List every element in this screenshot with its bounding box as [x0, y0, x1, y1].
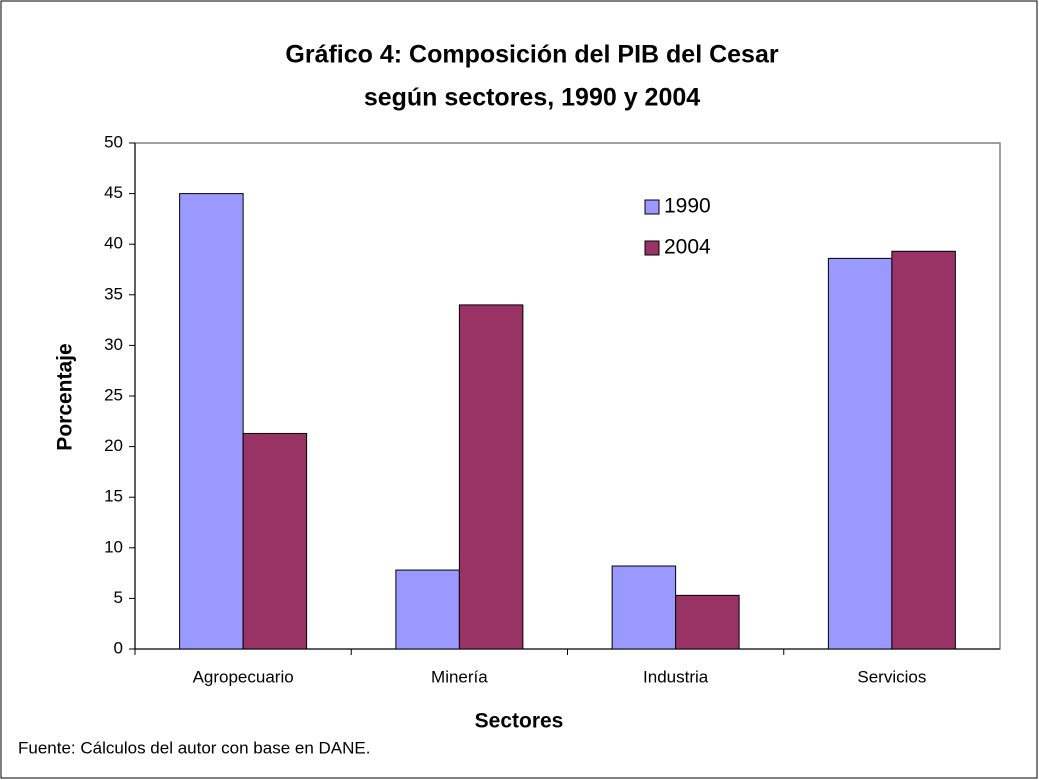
legend-label: 2004 — [664, 236, 711, 259]
x-tick-label: Servicios — [857, 667, 926, 686]
bar — [395, 569, 460, 650]
y-tick-label: 5 — [114, 588, 123, 607]
footnote: Fuente: Cálculos del autor con base en D… — [18, 738, 370, 757]
x-tick-label: Agropecuario — [193, 667, 294, 686]
x-tick-label: Industria — [643, 667, 709, 686]
bar — [827, 257, 893, 650]
y-tick-label: 15 — [104, 487, 123, 506]
legend-swatch — [644, 240, 660, 256]
y-axis-label: Porcentaje — [54, 343, 77, 450]
bar — [458, 304, 524, 650]
bar — [242, 432, 308, 650]
bar — [179, 193, 244, 650]
y-tick-label: 45 — [104, 183, 123, 202]
y-tick-label: 0 — [114, 638, 123, 657]
y-tick-label: 10 — [104, 537, 123, 556]
y-tick-label: 50 — [104, 132, 123, 151]
bar — [611, 565, 677, 650]
chart-title: según sectores, 1990 y 2004 — [364, 84, 700, 112]
legend-label: 1990 — [664, 195, 711, 218]
x-axis-label: Sectores — [475, 710, 564, 733]
y-tick-label: 30 — [104, 335, 123, 354]
x-tick-label: Minería — [431, 667, 488, 686]
bar — [675, 594, 740, 650]
y-tick-label: 20 — [104, 436, 123, 455]
chart-title: Gráfico 4: Composición del PIB del Cesar — [285, 41, 778, 69]
legend-swatch — [644, 199, 660, 215]
bar — [891, 250, 956, 650]
y-tick-label: 40 — [104, 234, 123, 253]
y-tick-label: 35 — [104, 284, 123, 303]
y-tick-label: 25 — [104, 385, 123, 404]
